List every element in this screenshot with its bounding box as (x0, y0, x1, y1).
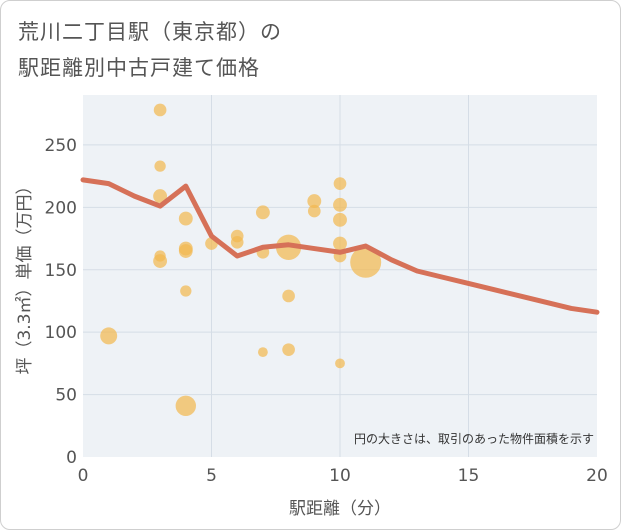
chart-title-line-1: 荒川二丁目駅（東京都）の (18, 20, 282, 44)
y-tick-label: 50 (55, 386, 77, 406)
x-tick-label: 0 (78, 466, 89, 486)
bubble-point (333, 236, 347, 251)
trend-line-layer (80, 177, 600, 315)
y-tick-label: 100 (45, 323, 77, 343)
bubble-point (333, 197, 347, 212)
y-tick-label: 150 (45, 261, 77, 281)
x-tick-label: 20 (586, 466, 608, 486)
y-axis-title: 坪（3.3㎡）単価（万円） (15, 177, 35, 374)
bubble-point (100, 327, 118, 345)
average-price-line (80, 177, 600, 315)
bubble-point (258, 347, 268, 358)
x-tick-labels: 0 5 10 15 20 (78, 466, 608, 486)
bubble-point (307, 204, 321, 218)
bubble-point (282, 289, 295, 303)
bubble-point (180, 285, 192, 297)
bubble-point (153, 103, 167, 117)
x-tick-label: 5 (206, 466, 217, 486)
chart-title-line-2: 駅距離別中古戸建て価格 (18, 56, 260, 80)
bubble-point (333, 177, 347, 190)
y-tick-label: 0 (66, 448, 77, 468)
grid-lines (83, 95, 597, 457)
bubble-point (153, 189, 168, 204)
bubble-point (282, 343, 295, 356)
x-tick-label: 10 (329, 466, 351, 486)
bubble-point (175, 395, 196, 417)
x-tick-label: 15 (458, 466, 480, 486)
bubble-point (350, 246, 382, 278)
bubble-point (230, 235, 244, 249)
bubble-point (178, 244, 193, 258)
bubble-point (153, 254, 168, 268)
y-tick-label: 250 (45, 136, 77, 156)
bubble-point (335, 358, 345, 369)
bubble-point (255, 205, 270, 220)
bubble-point (178, 211, 193, 226)
bubble-point (307, 194, 322, 209)
y-tick-labels: 0 50 100 150 200 250 (45, 136, 77, 468)
x-axis-title: 駅距離（分） (289, 499, 391, 519)
bubble-point (333, 212, 347, 227)
bubble-point (154, 160, 166, 172)
y-tick-label: 200 (45, 198, 77, 218)
size-legend-note: 円の大きさは、取引のあった物件面積を示す (354, 431, 594, 446)
chart-title: 荒川二丁目駅（東京都）の 駅距離別中古戸建て価格 (18, 14, 282, 86)
